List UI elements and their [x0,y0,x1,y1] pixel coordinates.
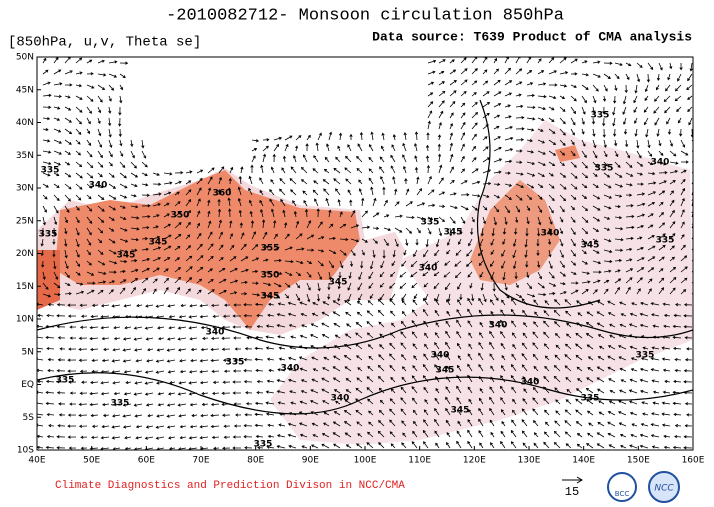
lon-label: 80E [247,456,264,466]
contour-label: 335 [56,376,75,386]
lon-label: 70E [192,456,209,466]
contour-label: 340 [206,328,225,338]
contour-label: 340 [419,264,438,274]
contour-labels: 335 340 335 350 360 345 345 355 350 345 345 340 335 3… [39,111,675,450]
lat-label: 15N [16,282,34,292]
lon-label: 110E [408,456,431,466]
lat-label: 25N [16,216,34,226]
lon-label: 90E [302,456,319,466]
lat-label: EQ [21,380,34,390]
contour-label: 335 [226,358,245,368]
contour-label: 350 [171,211,190,221]
contour-label: 350 [261,271,280,281]
lon-label: 150E [627,456,650,466]
title: -2010082712- Monsoon circulation 850hPa [166,6,564,25]
contour-label: 335 [656,236,675,246]
logo-label: BCC [615,490,630,498]
lat-label: 20N [16,249,34,259]
lat-label: 45N [16,85,34,95]
contour-label: 340 [281,364,300,374]
contour-label: 335 [421,218,440,228]
contour-label: 335 [636,351,655,361]
contour-label: 345 [436,366,455,376]
contour-label: 335 [595,164,614,174]
contour-label: 335 [41,166,60,176]
contour-label: 335 [254,440,273,450]
pink-shading [270,120,693,445]
variables: [850hPa, u,v, Theta se] [8,35,201,51]
contour-label: 345 [149,238,168,248]
lat-label: 50N [16,53,34,63]
contour-label: 345 [117,251,136,261]
lat-label: 40N [16,118,34,128]
lat-label: 30N [16,184,34,194]
contour-label: 335 [111,399,130,409]
contour-label: 340 [331,394,350,404]
contour-label: 340 [651,158,670,168]
contour [476,99,601,309]
contour-label: 340 [521,378,540,388]
contour-label: 345 [581,241,600,251]
lon-label: 160E [682,456,705,466]
contour-label: 340 [431,351,450,361]
scale-label: 15 [565,485,579,499]
logo [648,471,680,503]
lon-label: 120E [463,456,486,466]
lon-label: 100E [354,456,377,466]
lon-label: 140E [572,456,595,466]
orange-shading [37,250,60,310]
contour-label: 345 [261,292,280,302]
logo-label: NCC [654,484,674,494]
lat-label: 35N [16,151,34,161]
lon-label: 130E [518,456,541,466]
lon-label: 50E [83,456,100,466]
contour-label: 355 [261,244,280,254]
orange-shading [555,145,580,162]
contour-label: 335 [39,230,58,240]
logo [607,472,637,502]
contour-label: 335 [581,394,600,404]
contour-label: 340 [541,229,560,239]
map-area [37,57,693,450]
credit: Climate Diagnostics and Prediction Divis… [55,480,405,492]
contour-label: 360 [213,189,232,199]
contour [37,372,693,415]
scale-arrow [562,476,583,484]
orange-shading [55,170,360,330]
contour-label: 345 [451,406,470,416]
contour-label: 340 [89,181,108,191]
contour [37,314,693,349]
lon-label: 60E [138,456,155,466]
wind-vectors [37,57,693,450]
lon-label: 40E [28,456,45,466]
lat-label: 10S [17,446,34,456]
lat-label: 5N [22,347,34,357]
contour-label: 335 [591,111,610,121]
contour-label: 345 [444,228,463,238]
lat-label: 10N [16,315,34,325]
data-source: Data source: T639 Product of CMA analysi… [372,29,692,44]
contour-label: 345 [329,278,348,288]
contour-label: 340 [489,321,508,331]
lat-label: 5S [23,413,35,423]
